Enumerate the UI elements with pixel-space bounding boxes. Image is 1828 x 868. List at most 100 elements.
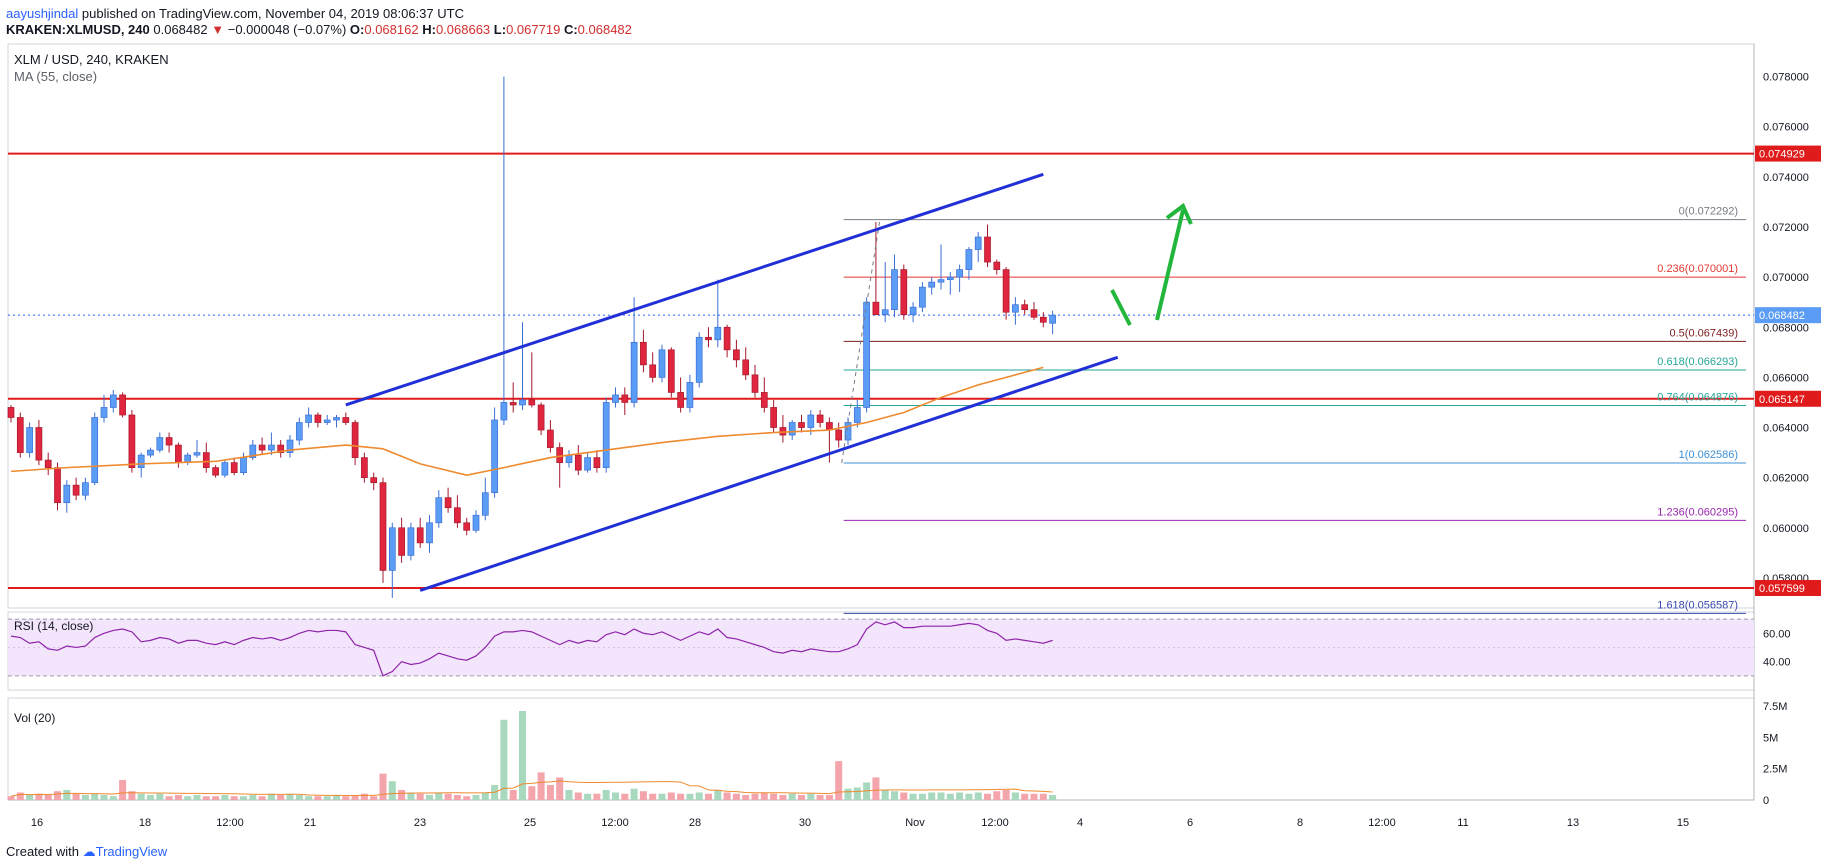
volume-bar xyxy=(444,793,452,800)
volume-bar xyxy=(612,792,619,800)
levels xyxy=(8,152,1754,614)
rsi-tick-label: 40.00 xyxy=(1763,657,1791,669)
volume-bar xyxy=(621,793,629,800)
price-level-tag xyxy=(1755,390,1821,407)
volume-bar xyxy=(928,792,936,800)
candle xyxy=(1030,302,1038,320)
volume-bar xyxy=(295,794,303,800)
candle-body xyxy=(314,414,322,423)
volume-bar xyxy=(891,791,898,800)
candle-body xyxy=(612,394,619,403)
volume-bar xyxy=(174,794,182,800)
candle-body xyxy=(26,427,33,453)
volume-tick-label: 2.5M xyxy=(1763,764,1787,776)
candle xyxy=(16,412,24,458)
candle xyxy=(853,399,861,428)
candle-body xyxy=(519,399,526,406)
candle xyxy=(742,347,750,380)
candle-body xyxy=(788,422,796,436)
candle xyxy=(733,339,740,368)
fib-level-label: 1(0.062586) xyxy=(1679,449,1738,461)
candle xyxy=(240,452,247,476)
tradingview-logo-icon[interactable]: ☁ xyxy=(82,844,96,859)
volume-bar xyxy=(1002,789,1010,800)
price-pane-frame xyxy=(7,43,1755,609)
candle-body xyxy=(528,399,536,406)
candle xyxy=(342,412,350,426)
candle-body xyxy=(202,452,210,468)
candle-body xyxy=(416,527,424,544)
price-level-label: 0.074929 xyxy=(1759,149,1805,161)
volume-bar xyxy=(677,793,685,800)
candle-body xyxy=(388,527,396,571)
candle-body xyxy=(760,392,768,408)
candle-body xyxy=(119,394,126,416)
volume-bar xyxy=(500,719,508,800)
price-tick-label: 0.074000 xyxy=(1763,172,1809,184)
candle xyxy=(705,327,712,348)
volume-bar xyxy=(323,796,331,800)
tradingview-brand[interactable]: TradingView xyxy=(95,844,168,859)
candle xyxy=(1021,299,1029,315)
candle-body xyxy=(667,349,675,393)
candle xyxy=(788,420,796,441)
channel-upper-line xyxy=(345,172,1044,407)
volume-bar xyxy=(546,784,554,800)
candle-body xyxy=(853,407,861,423)
candle-body xyxy=(54,467,61,504)
volume-bar xyxy=(686,793,694,800)
volume-bar xyxy=(984,793,991,800)
candle xyxy=(202,442,210,473)
volume-pane-frame xyxy=(7,697,1755,801)
volume-pane: Vol (20) xyxy=(7,711,1057,800)
price-tick-label: 0.070000 xyxy=(1763,272,1809,284)
candle-body xyxy=(295,422,303,441)
candle xyxy=(658,344,666,383)
volume-bar xyxy=(398,789,406,800)
time-tick-label: 11 xyxy=(1457,817,1468,829)
volume-bar xyxy=(844,788,852,800)
chart-title: XLM / USD, 240, KRAKEN xyxy=(14,52,169,67)
volume-bar xyxy=(1049,794,1057,800)
author-link[interactable]: aayushjindal xyxy=(6,6,79,21)
candle xyxy=(72,477,80,501)
volume-bar xyxy=(807,793,815,800)
candle xyxy=(891,254,898,318)
candle-body xyxy=(1021,304,1029,311)
candle-body xyxy=(305,414,312,423)
time-tick-label: 21 xyxy=(304,817,316,829)
volume-bar xyxy=(909,793,917,800)
candle xyxy=(100,394,108,423)
candle xyxy=(714,279,722,348)
candle-body xyxy=(286,439,294,453)
volume-bar xyxy=(472,794,480,800)
candle xyxy=(165,432,173,453)
candle xyxy=(667,347,675,398)
candle xyxy=(965,247,973,280)
candle-body xyxy=(556,447,564,463)
volume-bar xyxy=(128,791,136,800)
volume-bar xyxy=(937,792,945,800)
candle-body xyxy=(798,422,805,428)
candle-body xyxy=(919,286,926,308)
volume-tick-label: 0 xyxy=(1763,795,1769,807)
candle-body xyxy=(1002,269,1010,313)
volume-bar xyxy=(574,792,582,800)
candle-body xyxy=(472,514,480,531)
high-value: 0.068663 xyxy=(435,22,491,37)
candle xyxy=(119,392,126,418)
footer: Created with ☁TradingView xyxy=(6,844,168,859)
time-tick-label: 4 xyxy=(1077,817,1083,829)
candle-body xyxy=(370,477,378,484)
candle-body xyxy=(175,444,182,463)
volume-bar xyxy=(81,794,89,800)
candle xyxy=(463,517,471,536)
candle-body xyxy=(128,414,136,468)
volume-bar xyxy=(770,793,778,800)
candle-body xyxy=(816,414,824,423)
fib-trend-line xyxy=(841,219,881,464)
candle-body xyxy=(593,457,601,468)
volume-bar xyxy=(481,792,489,800)
volume-bar xyxy=(853,787,861,800)
